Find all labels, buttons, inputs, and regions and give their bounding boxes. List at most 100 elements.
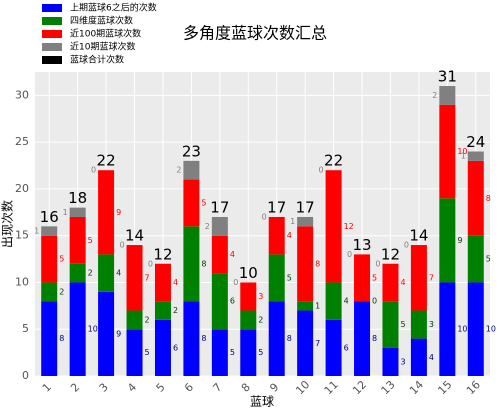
bar-segment [183,301,200,376]
data-label: 3 [258,292,263,301]
data-label: 0 [319,166,324,175]
total-label: 14 [125,227,144,245]
y-tick-label: 10 [15,275,29,288]
legend-swatch [42,56,62,64]
data-label: 7 [145,273,150,282]
data-label: 9 [457,236,462,245]
bar-segment [297,310,314,376]
bar-segment [126,310,143,330]
data-label: 0 [372,297,377,306]
data-label: 5 [88,236,93,245]
legend-swatch [42,17,62,25]
y-tick-label: 5 [22,322,29,335]
bar-segment [126,245,143,311]
bar-segment [325,282,342,320]
data-label: 10 [88,325,98,334]
data-label: 0 [148,259,153,268]
data-label: 1 [315,301,320,310]
data-label: 2 [88,269,93,278]
bar-segment [410,245,427,311]
data-label: 4 [173,278,178,287]
data-label: 2 [173,306,178,315]
data-label: 6 [230,297,235,306]
bar-segment [297,226,314,302]
total-label: 24 [466,133,485,151]
data-label: 4 [344,297,349,306]
legend-label: 上期蓝球6之后的次数 [70,2,157,14]
bar-segment [297,301,314,311]
bar-segment [41,282,58,302]
bar-segment [382,301,399,348]
bar-segment [41,226,58,236]
bar-segment [154,319,171,376]
bar-segment [325,319,342,376]
bar-segment [439,198,456,283]
legend-label: 近10期蓝球次数 [70,41,135,53]
data-label: 4 [400,278,405,287]
bar-segment [183,160,200,180]
bar-segment [41,235,58,283]
data-label: 0 [347,250,352,259]
legend-swatch [42,4,62,12]
bar-segment [69,216,86,264]
bar-segment [211,216,228,236]
bar-segment [69,263,86,283]
bar-segment [69,207,86,217]
chart-title: 多角度蓝球次数汇总 [183,24,327,43]
data-label: 0 [119,241,124,250]
y-tick-label: 25 [15,135,29,148]
data-label: 2 [145,315,150,324]
data-label: 8 [486,194,491,203]
y-tick-label: 0 [22,369,29,382]
data-label: 0 [91,166,96,175]
bar-segment [69,282,86,376]
data-label: 5 [258,348,263,357]
data-label: 10 [457,325,467,334]
data-label: 3 [400,357,405,366]
data-label: 0 [262,212,267,221]
data-label: 5 [287,273,292,282]
total-label: 17 [210,198,229,216]
bar-segment [382,347,399,376]
data-label: 2 [205,222,210,231]
bar-segment [268,254,285,302]
data-label: 1 [461,152,466,161]
data-label: 4 [116,269,121,278]
data-label: 4 [230,250,235,259]
y-tick-label: 30 [15,88,29,101]
data-label: 10 [457,147,467,156]
bar-segment [297,216,314,227]
data-label: 2 [176,166,181,175]
data-label: 1 [63,208,68,217]
bar-segment [467,235,484,283]
data-label: 10 [486,325,496,334]
data-label: 9 [116,329,121,338]
bar-segment [240,329,257,376]
data-label: 5 [486,255,491,264]
total-label: 17 [267,198,286,216]
bar-segment [98,170,115,255]
bar-segment [467,151,484,161]
legend-label: 近100期蓝球次数 [70,28,141,40]
bar-segment [240,282,257,311]
total-label: 14 [409,227,428,245]
data-label: 6 [173,343,178,352]
bar-segment [382,263,399,302]
data-label: 8 [315,259,320,268]
x-axis-label: 蓝球 [250,395,274,409]
legend-label: 蓝球合计次数 [70,54,124,66]
total-label: 23 [182,142,201,160]
total-label: 13 [352,236,371,254]
bar-segment [354,254,371,302]
data-label: 2 [258,315,263,324]
y-axis-label: 出现次数 [0,200,15,248]
data-label: 7 [429,273,434,282]
data-label: 4 [287,231,292,240]
total-label: 12 [153,245,172,263]
data-label: 12 [344,222,354,231]
data-label: 5 [230,348,235,357]
data-label: 8 [201,334,206,343]
bar-segment [410,310,427,339]
data-label: 2 [59,287,64,296]
y-tick-label: 15 [15,229,29,242]
